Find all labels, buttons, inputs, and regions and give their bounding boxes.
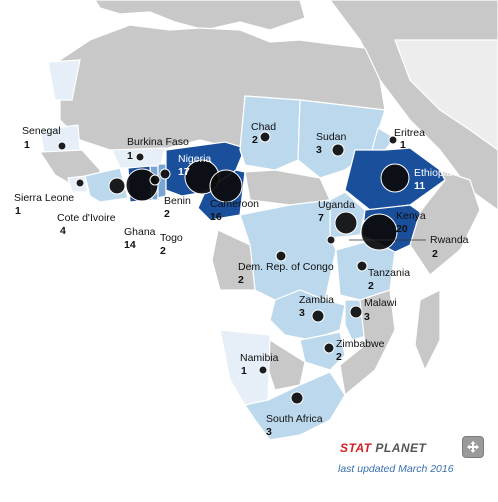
label-cameroon: Cameroon <box>210 198 259 210</box>
value-namibia: 1 <box>241 365 247 377</box>
value-cameroon: 16 <box>210 211 222 223</box>
value-rwanda: 2 <box>432 248 438 260</box>
value-eritrea: 1 <box>400 139 406 151</box>
bubble-malawi[interactable] <box>349 305 363 319</box>
label-ethiopia: Ethiopia <box>414 167 452 179</box>
value-zambia: 3 <box>299 307 305 319</box>
value-southafrica: 3 <box>266 426 272 438</box>
bubble-cameroon[interactable] <box>209 169 243 203</box>
brand-part-2: PLANET <box>375 441 427 455</box>
label-eritrea: Eritrea <box>394 127 425 139</box>
bubble-ethiopia[interactable] <box>380 163 410 193</box>
value-tanzania: 2 <box>368 280 374 292</box>
statplanet-logo: STAT PLANET <box>340 441 426 455</box>
bubble-rwanda[interactable] <box>326 235 336 245</box>
surrounding-land <box>94 0 498 211</box>
value-chad: 2 <box>252 134 258 146</box>
label-tanzania: Tanzania <box>368 267 410 279</box>
southern-africa <box>219 289 441 441</box>
bubble-zimbabwe[interactable] <box>323 342 335 354</box>
bubble-sudan[interactable] <box>331 143 345 157</box>
label-uganda: Uganda <box>318 199 355 211</box>
value-nigeria: 17 <box>178 166 190 178</box>
country-labels: Senegal 1 Burkina Faso 1 Nigeria 17 Chad… <box>14 121 469 438</box>
bubble-uganda[interactable] <box>334 211 358 235</box>
label-zambia: Zambia <box>299 294 334 306</box>
bubble-togo[interactable] <box>149 174 161 186</box>
bubble-sierra[interactable] <box>75 178 85 188</box>
label-senegal: Senegal <box>22 125 61 137</box>
value-ethiopia: 11 <box>414 180 425 192</box>
bubble-drc[interactable] <box>275 250 287 262</box>
value-senegal: 1 <box>24 139 30 151</box>
bubble-southafrica[interactable] <box>290 391 304 405</box>
bubble-zambia[interactable] <box>311 309 325 323</box>
value-kenya: 20 <box>396 223 408 235</box>
bubble-ghana[interactable] <box>125 168 159 202</box>
label-chad: Chad <box>251 121 276 133</box>
label-benin: Benin <box>164 195 191 207</box>
label-sierra: Sierra Leone <box>14 192 74 204</box>
bubble-namibia[interactable] <box>258 365 268 375</box>
last-updated-text: last updated March 2016 <box>338 463 454 475</box>
bubble-benin[interactable] <box>159 168 171 180</box>
value-drc: 2 <box>238 274 244 286</box>
label-nigeria: Nigeria <box>178 153 211 165</box>
bubble-senegal[interactable] <box>57 141 67 151</box>
label-drc: Dem. Rep. of Congo <box>238 261 334 273</box>
label-zimbabwe: Zimbabwe <box>336 338 385 350</box>
value-uganda: 7 <box>318 212 324 224</box>
value-togo: 2 <box>160 245 166 257</box>
bubble-kenya[interactable] <box>360 213 398 251</box>
label-burkina: Burkina Faso <box>127 136 189 148</box>
label-namibia: Namibia <box>240 352 279 364</box>
label-togo: Togo <box>160 232 183 244</box>
value-malawi: 3 <box>364 311 370 323</box>
value-burkina: 1 <box>127 150 133 162</box>
bubble-cote[interactable] <box>108 177 126 195</box>
label-cote: Cote d'Ivoire <box>57 212 116 224</box>
central-east-africa <box>211 95 481 301</box>
bubble-chad[interactable] <box>259 131 271 143</box>
brand-part-1: STAT <box>340 441 376 455</box>
label-rwanda: Rwanda <box>430 234 469 246</box>
value-zimbabwe: 2 <box>336 351 342 363</box>
bubble-eritrea[interactable] <box>388 135 398 145</box>
bubble-tanzania[interactable] <box>356 260 368 272</box>
label-sudan: Sudan <box>316 131 347 143</box>
value-cote: 4 <box>60 225 66 237</box>
bubble-burkina[interactable] <box>135 152 145 162</box>
label-southafrica: South Africa <box>266 413 323 425</box>
label-malawi: Malawi <box>364 297 397 309</box>
value-sudan: 3 <box>316 144 322 156</box>
expand-arrows-icon[interactable] <box>462 436 484 458</box>
label-ghana: Ghana <box>124 226 156 238</box>
value-ghana: 14 <box>124 239 136 251</box>
value-bubbles <box>57 131 410 405</box>
label-kenya: Kenya <box>396 210 426 222</box>
value-sierra: 1 <box>15 205 21 217</box>
value-benin: 2 <box>164 208 170 220</box>
